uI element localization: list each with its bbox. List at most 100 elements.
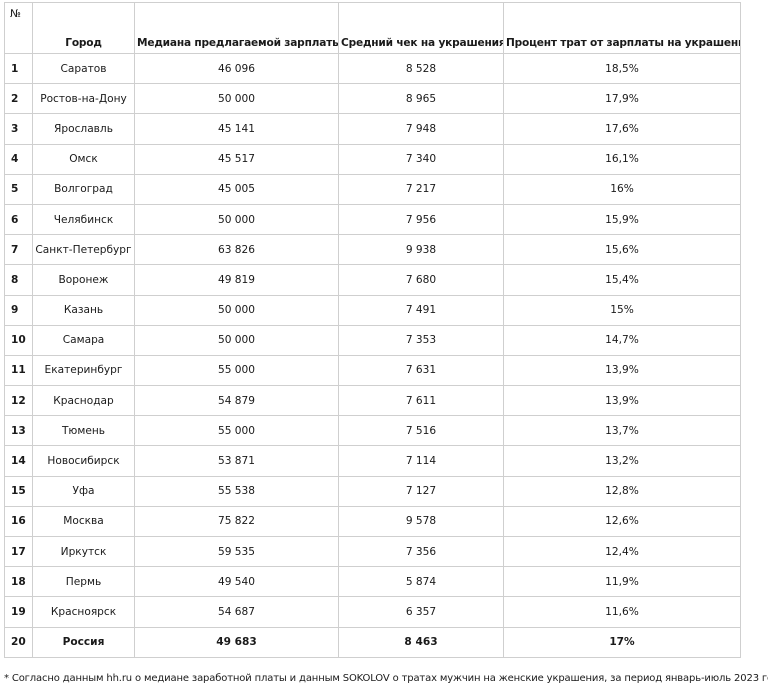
percent-cell: 18,5% — [503, 52, 741, 85]
check-cell: 7 340 — [338, 143, 504, 175]
city-cell: Волгоград — [32, 173, 135, 205]
row-number: 10 — [4, 324, 33, 356]
check-cell: 7 680 — [338, 264, 504, 296]
row-number: 4 — [4, 143, 33, 175]
table-row: 16 Москва 75 822 9 578 12,6% — [4, 505, 741, 538]
salary-cell: 50 000 — [134, 294, 339, 326]
salary-cell: 50 000 — [134, 324, 339, 356]
row-number: 17 — [4, 535, 33, 568]
city-cell: Москва — [32, 505, 135, 538]
city-cell: Пермь — [32, 566, 135, 598]
salary-jewelry-table: № Город Медиана предлагаемой зарплаты Ср… — [4, 2, 741, 658]
table-row: 10 Самара 50 000 7 353 14,7% — [4, 324, 741, 356]
salary-cell: 63 826 — [134, 234, 339, 266]
percent-cell: 13,7% — [503, 415, 741, 447]
row-number: 13 — [4, 415, 33, 447]
header-number: № — [4, 2, 33, 54]
header-row: № Город Медиана предлагаемой зарплаты Ср… — [4, 2, 741, 54]
check-cell: 7 353 — [338, 324, 504, 356]
percent-cell: 13,2% — [503, 445, 741, 477]
table-row: 6 Челябинск 50 000 7 956 15,9% — [4, 203, 741, 236]
table-row: 3 Ярославль 45 141 7 948 17,6% — [4, 113, 741, 145]
salary-cell: 45 005 — [134, 173, 339, 205]
percent-cell: 13,9% — [503, 385, 741, 417]
table-row: 7 Санкт-Петербург 63 826 9 938 15,6% — [4, 234, 741, 266]
check-cell: 8 965 — [338, 83, 504, 115]
percent-cell: 12,8% — [503, 475, 741, 507]
city-cell: Омск — [32, 143, 135, 175]
salary-cell: 54 879 — [134, 385, 339, 417]
check-cell: 7 956 — [338, 203, 504, 236]
city-cell: Ярославль — [32, 113, 135, 145]
check-cell: 6 357 — [338, 596, 504, 628]
table-row: 11 Екатеринбург 55 000 7 631 13,9% — [4, 354, 741, 387]
city-cell: Ростов-на-Дону — [32, 83, 135, 115]
salary-cell: 55 000 — [134, 354, 339, 387]
city-cell: Екатеринбург — [32, 354, 135, 387]
table-row: 4 Омск 45 517 7 340 16,1% — [4, 143, 741, 175]
percent-cell: 17,9% — [503, 83, 741, 115]
row-number: 18 — [4, 566, 33, 598]
salary-cell: 54 687 — [134, 596, 339, 628]
check-cell: 8 463 — [338, 626, 504, 658]
footnote: * Согласно данным hh.ru о медиане зарабо… — [4, 673, 768, 684]
salary-cell: 49 819 — [134, 264, 339, 296]
row-number: 3 — [4, 113, 33, 145]
header-check: Средний чек на украшения — [338, 2, 504, 54]
row-number: 6 — [4, 203, 33, 236]
table-row: 8 Воронеж 49 819 7 680 15,4% — [4, 264, 741, 296]
table-row: 9 Казань 50 000 7 491 15% — [4, 294, 741, 326]
city-cell: Россия — [32, 626, 135, 658]
percent-cell: 12,6% — [503, 505, 741, 538]
header-city: Город — [32, 2, 135, 54]
table-row: 1 Саратов 46 096 8 528 18,5% — [4, 52, 741, 85]
row-number: 16 — [4, 505, 33, 538]
percent-cell: 16,1% — [503, 143, 741, 175]
table-row: 5 Волгоград 45 005 7 217 16% — [4, 173, 741, 205]
city-cell: Челябинск — [32, 203, 135, 236]
percent-cell: 15% — [503, 294, 741, 326]
table-row: 13 Тюмень 55 000 7 516 13,7% — [4, 415, 741, 447]
table-row: 18 Пермь 49 540 5 874 11,9% — [4, 566, 741, 598]
salary-cell: 53 871 — [134, 445, 339, 477]
check-cell: 7 114 — [338, 445, 504, 477]
percent-cell: 11,6% — [503, 596, 741, 628]
check-cell: 7 631 — [338, 354, 504, 387]
percent-cell: 17,6% — [503, 113, 741, 145]
check-cell: 7 491 — [338, 294, 504, 326]
percent-cell: 15,6% — [503, 234, 741, 266]
city-cell: Самара — [32, 324, 135, 356]
check-cell: 8 528 — [338, 52, 504, 85]
row-number: 14 — [4, 445, 33, 477]
check-cell: 7 127 — [338, 475, 504, 507]
check-cell: 5 874 — [338, 566, 504, 598]
check-cell: 9 578 — [338, 505, 504, 538]
salary-cell: 75 822 — [134, 505, 339, 538]
check-cell: 7 516 — [338, 415, 504, 447]
city-cell: Иркутск — [32, 535, 135, 568]
row-number: 2 — [4, 83, 33, 115]
percent-cell: 16% — [503, 173, 741, 205]
table-row-total: 20 Россия 49 683 8 463 17% — [4, 626, 741, 658]
row-number: 20 — [4, 626, 33, 658]
check-cell: 7 948 — [338, 113, 504, 145]
city-cell: Казань — [32, 294, 135, 326]
row-number: 15 — [4, 475, 33, 507]
row-number: 12 — [4, 385, 33, 417]
city-cell: Красноярск — [32, 596, 135, 628]
table-row: 14 Новосибирск 53 871 7 114 13,2% — [4, 445, 741, 477]
salary-cell: 50 000 — [134, 203, 339, 236]
percent-cell: 14,7% — [503, 324, 741, 356]
percent-cell: 12,4% — [503, 535, 741, 568]
table-row: 17 Иркутск 59 535 7 356 12,4% — [4, 535, 741, 568]
salary-cell: 49 540 — [134, 566, 339, 598]
salary-cell: 49 683 — [134, 626, 339, 658]
row-number: 9 — [4, 294, 33, 326]
city-cell: Воронеж — [32, 264, 135, 296]
city-cell: Краснодар — [32, 385, 135, 417]
table-row: 2 Ростов-на-Дону 50 000 8 965 17,9% — [4, 83, 741, 115]
percent-cell: 15,9% — [503, 203, 741, 236]
salary-cell: 59 535 — [134, 535, 339, 568]
salary-cell: 55 000 — [134, 415, 339, 447]
city-cell: Тюмень — [32, 415, 135, 447]
